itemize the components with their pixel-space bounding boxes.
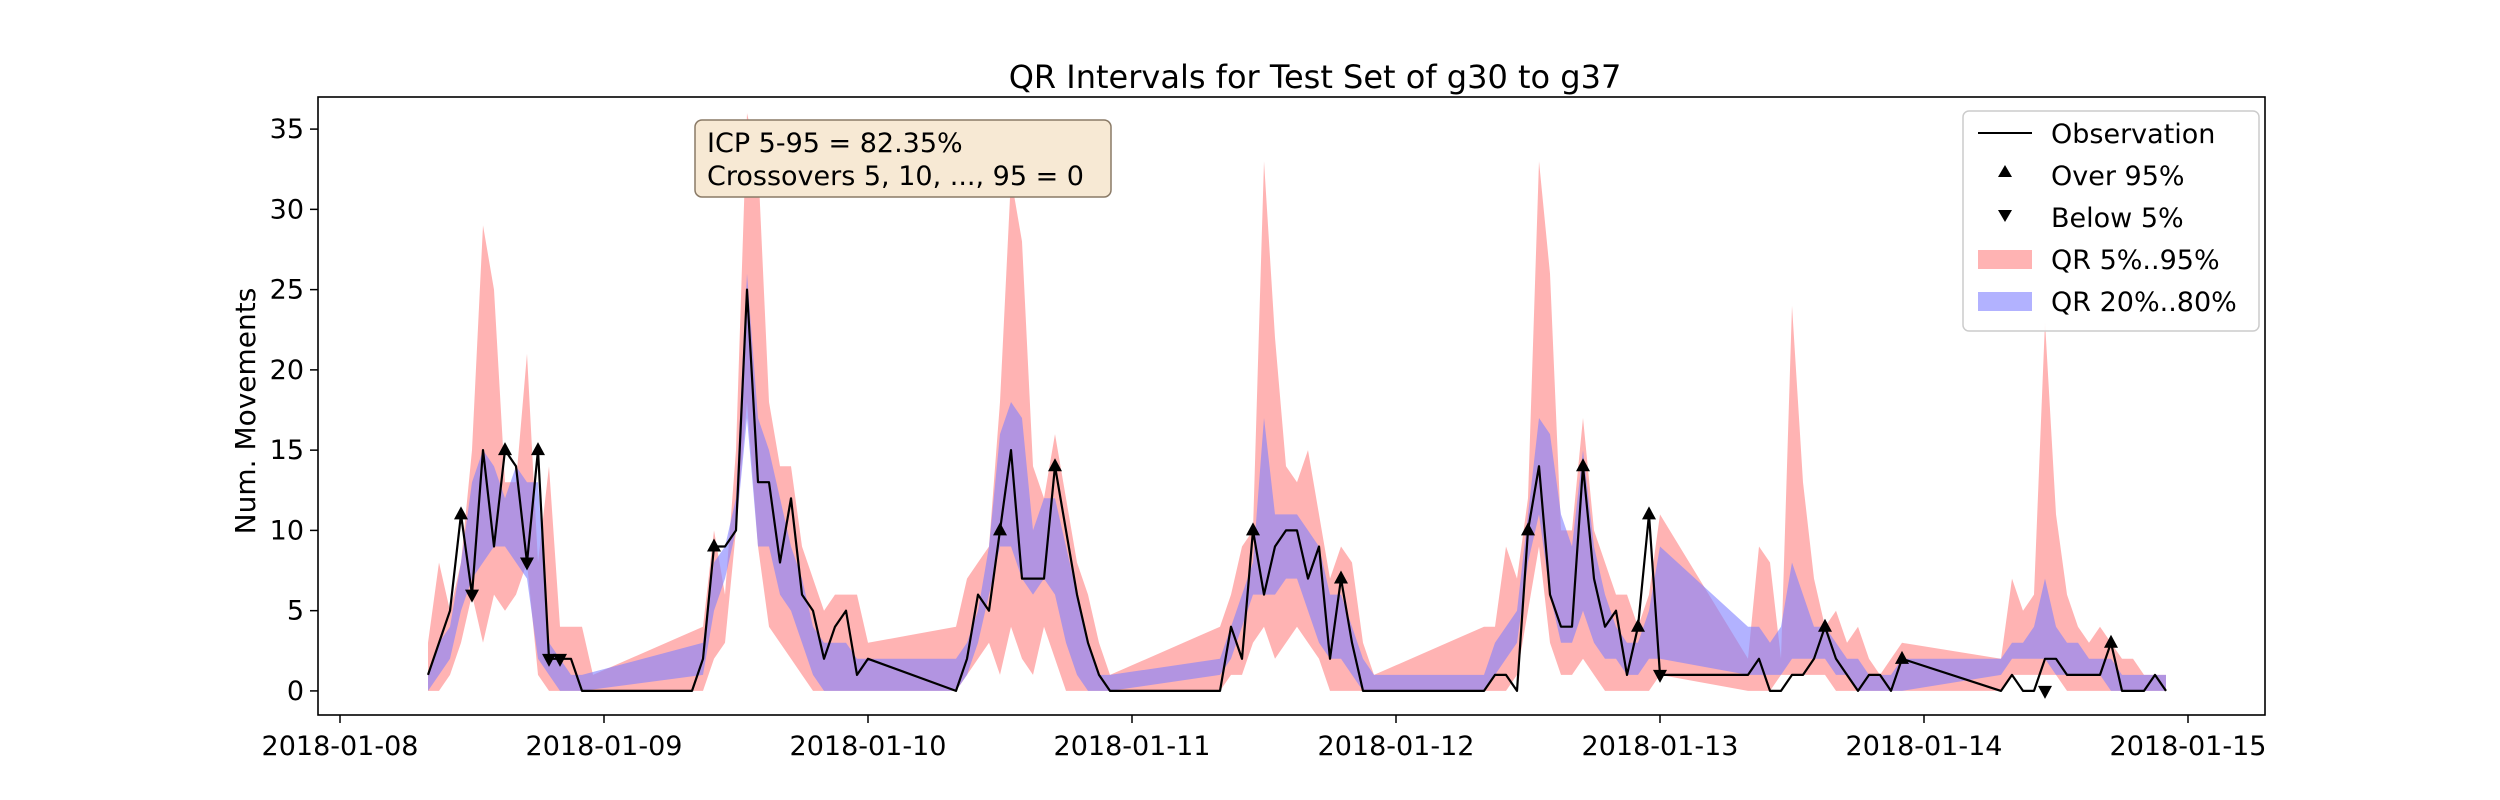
over-95-marker — [1521, 522, 1535, 536]
observation-layer — [426, 288, 2167, 693]
over-95-marker — [531, 442, 545, 456]
band-outer-area — [428, 113, 2166, 691]
legend: Observation Over 95% Below 5% QR 5%..95%… — [1962, 110, 2260, 332]
over-95-marker — [1576, 458, 1590, 472]
over-95-marker — [1642, 506, 1656, 520]
y-tick-label: 30 — [270, 194, 304, 225]
y-tick-label: 15 — [270, 435, 304, 466]
legend-outer-band-label: QR 5%..95% — [2051, 245, 2220, 276]
y-axis-label: Num. Movements — [229, 288, 262, 535]
annotation-background — [694, 119, 1112, 198]
y-tick-label: 25 — [270, 275, 304, 306]
x-tick-label: 2018-01-09 — [526, 731, 683, 762]
legend-below-swatch — [1998, 210, 2012, 222]
over-95-marker — [993, 522, 1007, 536]
legend-frame — [1962, 110, 2260, 332]
y-tick-label: 35 — [270, 114, 304, 145]
band-inner-area — [428, 273, 2166, 691]
x-tick-label: 2018-01-15 — [2110, 731, 2267, 762]
legend-over-swatch — [1998, 165, 2012, 177]
observation-line — [426, 288, 2167, 693]
x-tick-label: 2018-01-14 — [1846, 731, 2003, 762]
legend-below-label: Below 5% — [2051, 203, 2184, 234]
over-95-marker — [1048, 458, 1062, 472]
annotation-box: ICP 5-95 = 82.35% Crossovers 5, 10, ...,… — [694, 119, 1112, 198]
y-tick-label: 10 — [270, 515, 304, 546]
below-5-marker — [520, 557, 534, 571]
x-tick-label: 2018-01-08 — [262, 731, 419, 762]
band-inner-layer — [428, 273, 2166, 691]
over-95-marker — [1246, 522, 1260, 536]
x-axis: 2018-01-08 2018-01-09 2018-01-10 2018-01-11… — [262, 715, 2267, 762]
annotation-line-crossovers: Crossovers 5, 10, ..., 95 = 0 — [707, 161, 1084, 192]
over-95-marker — [1631, 618, 1645, 632]
band-outer-layer — [428, 113, 2166, 691]
below-5-marker — [465, 589, 479, 603]
y-tick-label: 0 — [287, 676, 304, 707]
over-95-marker — [1895, 650, 1909, 664]
legend-observation-label: Observation — [2051, 119, 2215, 150]
legend-inner-band-swatch — [1978, 292, 2032, 311]
over-95-marker — [2104, 634, 2118, 648]
over-95-marker — [454, 506, 468, 520]
x-tick-label: 2018-01-10 — [790, 731, 947, 762]
over-95-marker — [1818, 618, 1832, 632]
legend-over-label: Over 95% — [2051, 161, 2185, 192]
below-5-marker — [553, 653, 567, 667]
y-axis: 0 5 10 15 20 25 30 35 — [270, 114, 318, 707]
legend-outer-band-swatch — [1978, 250, 2032, 269]
legend-inner-band-label: QR 20%..80% — [2051, 287, 2237, 318]
x-tick-label: 2018-01-13 — [1582, 731, 1739, 762]
x-tick-label: 2018-01-11 — [1054, 731, 1211, 762]
over-95-marker — [707, 538, 721, 552]
below-5-marker — [1653, 669, 1667, 683]
annotation-line-icp: ICP 5-95 = 82.35% — [707, 128, 963, 159]
below-5-marker — [542, 653, 556, 667]
marker-layer — [454, 442, 2118, 699]
over-95-marker — [498, 442, 512, 456]
below-5-marker — [2038, 685, 2052, 699]
over-95-marker — [1334, 570, 1348, 584]
x-tick-label: 2018-01-12 — [1318, 731, 1475, 762]
y-tick-label: 20 — [270, 355, 304, 386]
chart-title: QR Intervals for Test Set of g30 to g37 — [1009, 58, 1622, 96]
y-tick-label: 5 — [287, 596, 304, 627]
plot-frame — [317, 96, 2266, 716]
